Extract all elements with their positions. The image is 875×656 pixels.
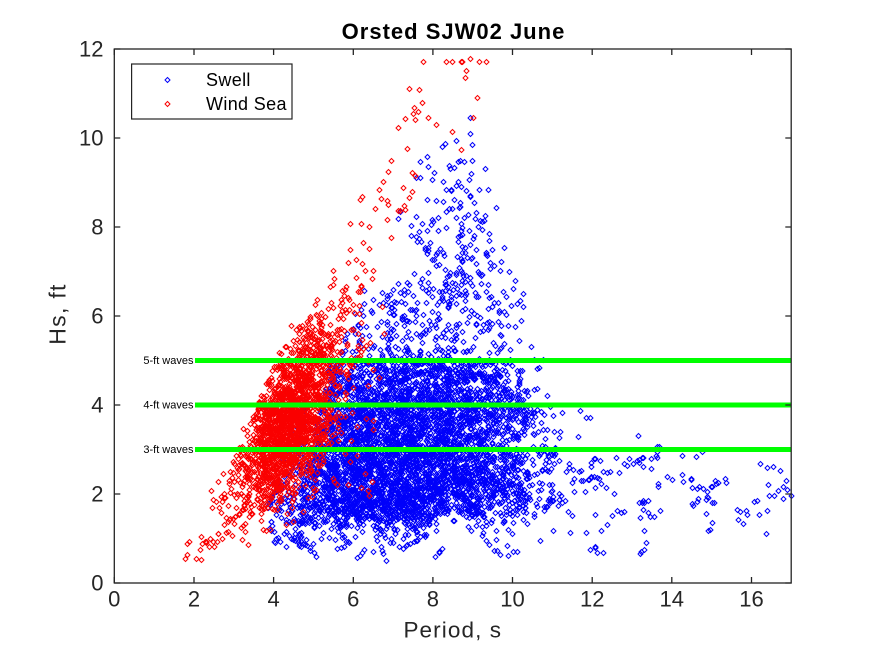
- svg-text:12: 12: [79, 37, 103, 62]
- svg-text:4-ft waves: 4-ft waves: [143, 400, 194, 412]
- svg-text:Hs, ft: Hs, ft: [45, 283, 71, 344]
- svg-text:0: 0: [91, 571, 103, 596]
- svg-text:14: 14: [660, 587, 684, 612]
- svg-text:0: 0: [108, 587, 120, 612]
- svg-text:Wind Sea: Wind Sea: [206, 94, 287, 114]
- svg-text:2: 2: [188, 587, 200, 612]
- svg-text:3-ft waves: 3-ft waves: [143, 444, 194, 456]
- svg-text:12: 12: [580, 587, 604, 612]
- svg-text:6: 6: [347, 587, 359, 612]
- svg-text:8: 8: [91, 215, 103, 240]
- svg-text:4: 4: [267, 587, 279, 612]
- svg-text:2: 2: [91, 482, 103, 507]
- svg-text:5-ft waves: 5-ft waves: [143, 355, 194, 367]
- svg-text:16: 16: [739, 587, 763, 612]
- svg-text:Swell: Swell: [206, 70, 251, 90]
- svg-text:6: 6: [91, 304, 103, 329]
- svg-text:4: 4: [91, 393, 103, 418]
- svg-text:Orsted SJW02 June: Orsted SJW02 June: [342, 19, 566, 44]
- svg-text:10: 10: [79, 126, 103, 151]
- svg-text:8: 8: [427, 587, 439, 612]
- svg-text:10: 10: [500, 587, 524, 612]
- svg-text:Period, s: Period, s: [403, 618, 502, 643]
